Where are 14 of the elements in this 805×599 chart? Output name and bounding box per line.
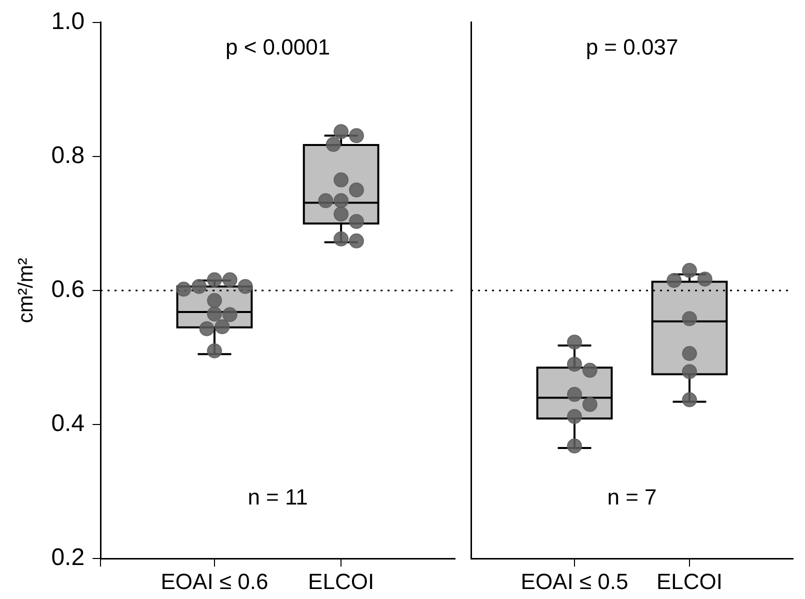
y-axis-title: cm²/m² [14,258,38,324]
x-tick-label: EOAI ≤ 0.6 [160,568,268,594]
annotation: n = 7 [607,484,657,510]
y-tick-label: 0.2 [51,544,85,572]
annotation: p = 0.037 [586,34,678,60]
y-tick-label: 0.4 [51,410,85,438]
annotation: n = 11 [248,484,308,510]
x-tick-label: EOAI ≤ 0.5 [520,568,628,594]
x-tick-label: ELCOI [656,568,723,594]
annotation: p < 0.0001 [225,34,330,60]
y-tick-label: 0.6 [51,276,85,304]
x-tick-label: ELCOI [308,568,374,594]
y-tick-label: 0.8 [51,142,85,170]
y-tick-label: 1.0 [51,8,85,36]
